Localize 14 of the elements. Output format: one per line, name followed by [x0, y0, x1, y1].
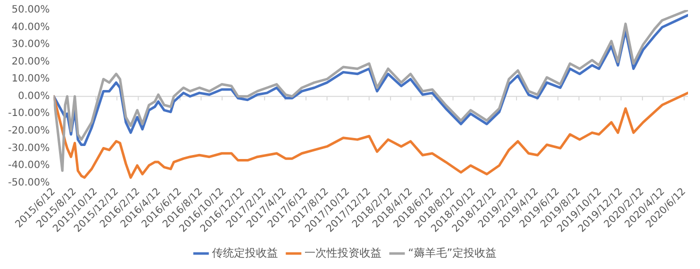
- legend-label: 传统定投收益: [212, 246, 278, 260]
- legend-label: 一次性投资收益: [304, 246, 382, 260]
- y-tick-label: 40.00%: [12, 22, 50, 33]
- y-tick-label: -10.00%: [8, 108, 50, 120]
- y-tick-label: 10.00%: [12, 74, 50, 85]
- y-tick-label: -40.00%: [8, 160, 50, 172]
- y-tick-label: -50.00%: [8, 177, 50, 188]
- y-tick-label: -30.00%: [8, 142, 50, 154]
- y-tick-label: 50.00%: [12, 4, 50, 16]
- y-tick-label: 30.00%: [12, 39, 50, 50]
- y-tick-label: 0.00%: [18, 90, 50, 102]
- y-tick-label: 20.00%: [12, 56, 50, 68]
- y-tick-label: -20.00%: [8, 126, 50, 137]
- legend-label: “薅羊毛”定投收益: [408, 246, 496, 260]
